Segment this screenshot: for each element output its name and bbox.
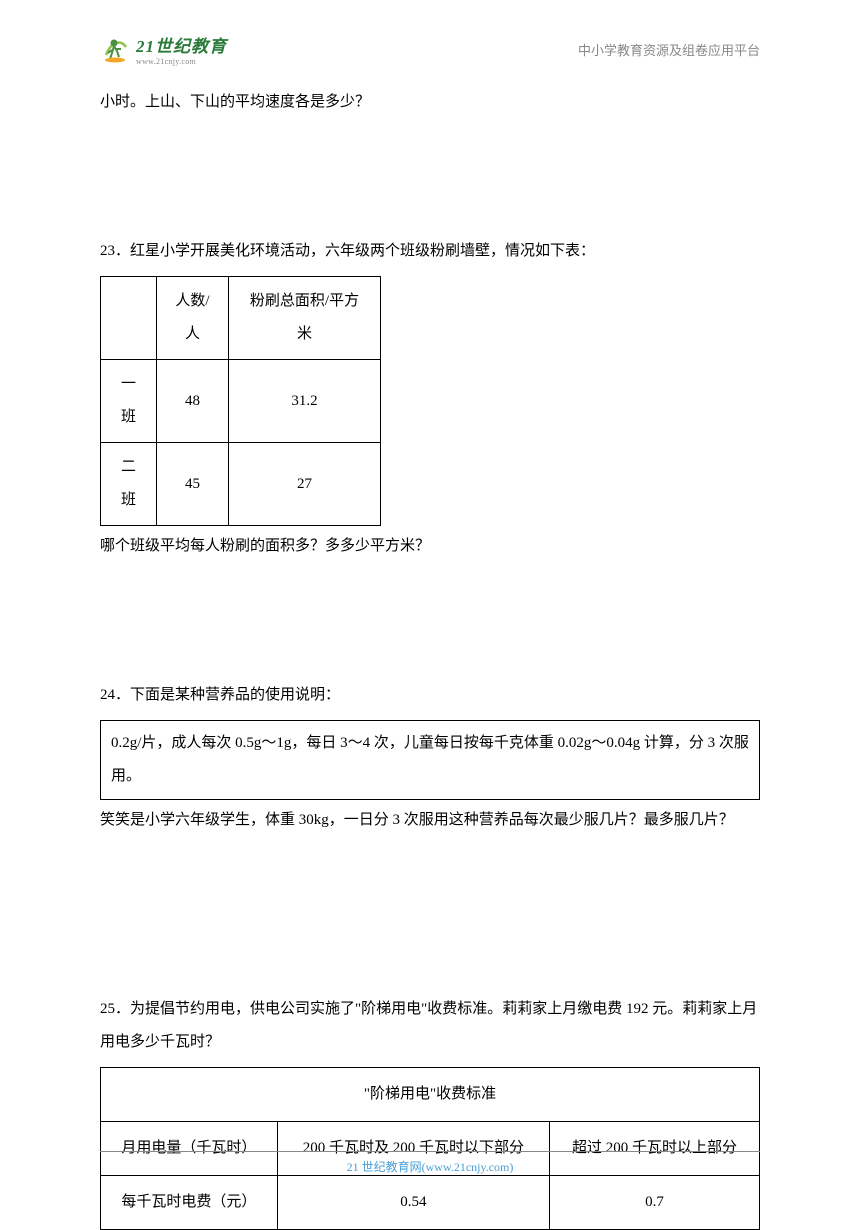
q23-table: 人数/人 粉刷总面积/平方米 一班 48 31.2 二班 45 27: [100, 276, 381, 526]
table-cell: 27: [229, 443, 381, 526]
table-row: 二班 45 27: [101, 443, 381, 526]
q25-number: 25．: [100, 1001, 130, 1017]
q25-intro-text: 为提倡节约用电，供电公司实施了"阶梯用电"收费标准。莉莉家上月缴电费 192 元…: [100, 1001, 757, 1050]
logo-text-container: 21世纪教育 www.21cnjy.com: [136, 32, 227, 66]
page-header: 21世纪教育 www.21cnjy.com 中小学教育资源及组卷应用平台: [100, 32, 760, 66]
table-cell: 人数/人: [157, 277, 229, 360]
table-cell: 0.54: [277, 1176, 549, 1230]
table-row: 人数/人 粉刷总面积/平方米: [101, 277, 381, 360]
table-title-cell: "阶梯用电"收费标准: [101, 1068, 760, 1122]
footer-text: 21 世纪教育网(www.21cnjy.com): [347, 1160, 514, 1174]
question-23: 23．红星小学开展美化环境活动，六年级两个班级粉刷墙壁，情况如下表： 人数/人 …: [100, 235, 760, 631]
logo-main-text: 21世纪教育: [136, 32, 227, 57]
table-row: "阶梯用电"收费标准: [101, 1068, 760, 1122]
table-cell: 粉刷总面积/平方米: [229, 277, 381, 360]
q25-table: "阶梯用电"收费标准 月用电量（千瓦时） 200 千瓦时及 200 千瓦时以下部…: [100, 1067, 760, 1230]
table-row: 每千瓦时电费（元） 0.54 0.7: [101, 1176, 760, 1230]
table-cell: 二班: [101, 443, 157, 526]
q23-question: 哪个班级平均每人粉刷的面积多？多多少平方米？: [100, 530, 760, 563]
content-area: 小时。上山、下山的平均速度各是多少？ 23．红星小学开展美化环境活动，六年级两个…: [100, 86, 760, 1230]
page-container: 21世纪教育 www.21cnjy.com 中小学教育资源及组卷应用平台 小时。…: [0, 0, 860, 1216]
question-24: 24．下面是某种营养品的使用说明： 0.2g/片，成人每次 0.5g～1g，每日…: [100, 679, 760, 945]
page-footer: 21 世纪教育网(www.21cnjy.com): [100, 1151, 760, 1176]
table-cell: 每千瓦时电费（元）: [101, 1176, 278, 1230]
q23-number: 23．: [100, 243, 130, 259]
question-25: 25．为提倡节约用电，供电公司实施了"阶梯用电"收费标准。莉莉家上月缴电费 19…: [100, 993, 760, 1230]
q24-intro-text: 下面是某种营养品的使用说明：: [130, 687, 340, 703]
header-right-text: 中小学教育资源及组卷应用平台: [578, 40, 760, 59]
table-cell: [101, 277, 157, 360]
table-cell: 一班: [101, 360, 157, 443]
table-cell: 31.2: [229, 360, 381, 443]
logo-icon: [100, 35, 132, 63]
q23-intro: 23．红星小学开展美化环境活动，六年级两个班级粉刷墙壁，情况如下表：: [100, 235, 760, 268]
q24-question: 笑笑是小学六年级学生，体重 30kg，一日分 3 次服用这种营养品每次最少服几片…: [100, 804, 760, 837]
q24-number: 24．: [100, 687, 130, 703]
table-cell: 0.7: [549, 1176, 759, 1230]
table-cell: 45: [157, 443, 229, 526]
q24-intro: 24．下面是某种营养品的使用说明：: [100, 679, 760, 712]
q23-intro-text: 红星小学开展美化环境活动，六年级两个班级粉刷墙壁，情况如下表：: [130, 243, 595, 259]
logo: 21世纪教育 www.21cnjy.com: [100, 32, 227, 66]
table-row: 一班 48 31.2: [101, 360, 381, 443]
table-cell: 48: [157, 360, 229, 443]
q24-info-box: 0.2g/片，成人每次 0.5g～1g，每日 3～4 次，儿童每日按每千克体重 …: [100, 720, 760, 800]
q22-text: 小时。上山、下山的平均速度各是多少？: [100, 86, 760, 119]
logo-sub-text: www.21cnjy.com: [136, 57, 227, 66]
q25-intro: 25．为提倡节约用电，供电公司实施了"阶梯用电"收费标准。莉莉家上月缴电费 19…: [100, 993, 760, 1059]
question-22-tail: 小时。上山、下山的平均速度各是多少？: [100, 86, 760, 187]
